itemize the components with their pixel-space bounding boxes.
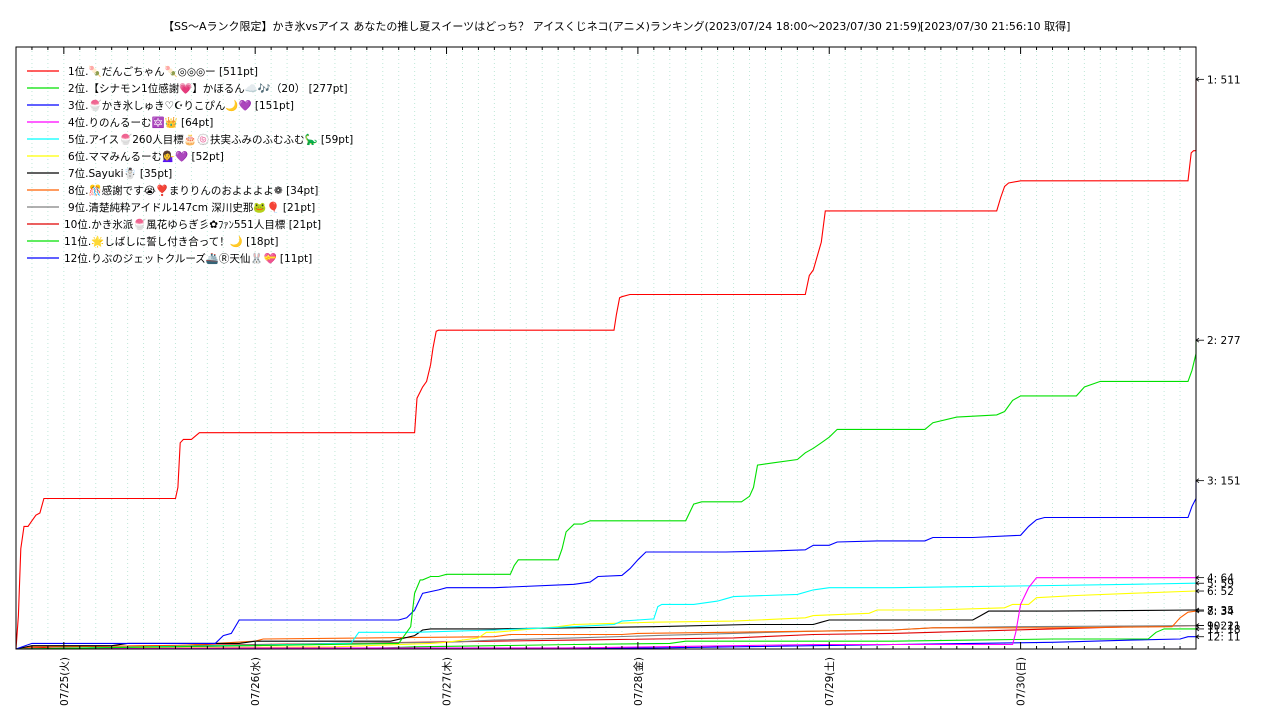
legend-entry: 5位.アイス🍧260人目標🎂🍥扶実ふみのふむふむ🦕 [59pt] [68,133,353,146]
series-line [15,577,1196,650]
legend-entry: 10位.かき氷派🍧風花ゆらぎ彡✿ﾌｧﾝ551人目標 [21pt] [64,218,321,231]
series-line [15,480,1197,650]
legend-entry: 12位.りぶのジェットクルーズ🚢Ⓡ天仙🐰💝 [11pt] [64,252,312,265]
end-label: 12: 11 [1207,632,1241,644]
legend-entry: 9位.清楚純粋アイドル147cm 深川史那🐸🎈 [21pt] [68,201,315,214]
x-tick-label: 07/28(金) [632,657,645,706]
series-line [16,628,1196,650]
end-label-arrowhead [1195,588,1200,594]
legend-entry: 6位.ママみんるーむ💁‍♀️💜 [52pt] [68,150,224,163]
end-label-arrowhead [1195,608,1200,614]
x-tick-label: 07/26(水) [250,657,262,706]
series-line [15,610,1197,650]
end-labels: 1: 511 2: 277 3: 151 4: 645: 596: 52 7: 358:… [1195,74,1241,644]
end-label: 2: 277 [1207,335,1241,347]
series-line [15,625,1197,650]
fetched-timestamp: [2023/07/30 21:56:10 取得] [920,20,1071,33]
end-label-arrowhead [1195,575,1200,580]
end-label: 7: 35 [1207,605,1234,617]
x-tick-label: 07/27(木) [442,657,454,706]
legend: 1位.🍡だんごちゃん🍡◎◎◎ー [511pt] 2位.【シナモン1位感謝💗】かほる… [27,65,353,265]
chart-title: 【SS〜Aランク限定】かき氷vsアイス あなたの推し夏スイーツはどっち？ アイス… [163,20,922,33]
end-label: 10: 21 [1207,621,1241,633]
x-tick-label: 07/25(火) [59,657,71,706]
end-label-arrowhead [1195,580,1200,586]
legend-entry: 3位.🍧かき氷しゅき♡☪りこぴん🌙💜 [151pt] [68,99,294,112]
end-label: 11: 18 [1207,624,1241,636]
end-label-arrowhead [1195,76,1200,82]
end-label-arrowhead [1195,626,1200,632]
x-tick-label: 07/29(土) [823,657,836,706]
series-line [15,79,1197,650]
end-label: 5: 59 [1207,578,1234,590]
grid-lines [31,47,1181,649]
x-axis-ticks: 07/25(火) 07/26(水) 07/27(木) 07/28(金) 07/29(土)… [31,47,1181,706]
legend-entry: 8位.🎊感謝です😭❣️まりりんのおよよよよ❁ [34pt] [68,184,318,197]
end-label: 1: 511 [1207,74,1241,86]
series-line [15,340,1197,650]
x-tick-label: 07/30(日) [1016,657,1028,706]
legend-entry: 2位.【シナモン1位感謝💗】かほるん☁️🎶（20） [277pt] [68,82,348,95]
legend-entry: 11位.🌟しばしに誓し付き合って！🌙 [18pt] [64,235,279,248]
end-label: 6: 52 [1207,586,1234,598]
legend-entry: 1位.🍡だんごちゃん🍡◎◎◎ー [511pt] [68,65,258,78]
series-line [15,590,1197,650]
end-label-arrowhead [1195,337,1200,343]
series-line [15,582,1197,650]
end-label: 8: 34 [1207,606,1234,618]
end-label-arrowhead [1195,478,1200,483]
legend-entry: 7位.Sayuki☃️ [35pt] [68,167,172,180]
end-label: 4: 64 [1207,573,1234,585]
end-label-arrowhead [1195,634,1200,640]
end-label: 3: 151 [1207,476,1241,488]
legend-entry: 4位.りのんるーむ🔯👑 [64pt] [68,116,213,129]
end-label: 9: 21 [1207,621,1234,633]
